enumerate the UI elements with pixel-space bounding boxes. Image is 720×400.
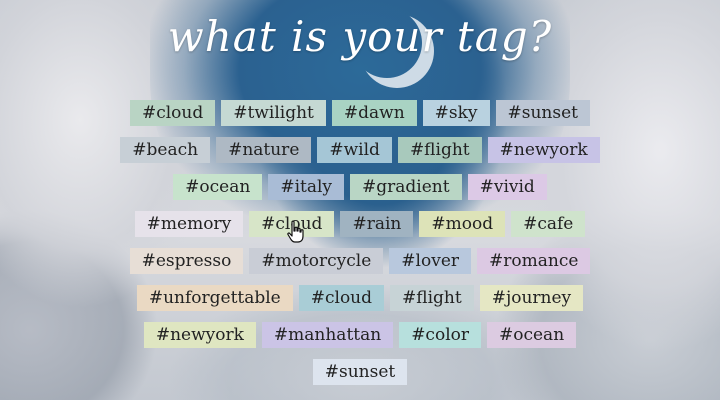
- tag-chip[interactable]: #flight: [397, 137, 482, 163]
- tag-chip[interactable]: #unforgettable: [136, 285, 293, 311]
- tag-chip[interactable]: #ocean: [173, 174, 263, 200]
- tag-row: #memory #cloud #rain #mood #cafe: [100, 211, 620, 237]
- tag-chip[interactable]: #mood: [419, 211, 506, 237]
- tag-chip[interactable]: #sky: [422, 100, 490, 126]
- tag-row: #beach #nature #wild #flight #newyork: [100, 137, 620, 163]
- tag-chip[interactable]: #cafe: [511, 211, 586, 237]
- tag-chip[interactable]: #gradient: [350, 174, 462, 200]
- tag-chip[interactable]: #cloud: [129, 100, 216, 126]
- tag-row: #espresso #motorcycle #lover #romance: [100, 248, 620, 274]
- tag-chip[interactable]: #espresso: [129, 248, 244, 274]
- tag-chip[interactable]: #italy: [268, 174, 345, 200]
- tag-row: #sunset: [100, 359, 620, 385]
- tag-chip[interactable]: #nature: [216, 137, 312, 163]
- tag-chip[interactable]: #color: [399, 322, 481, 348]
- tag-chip[interactable]: #memory: [134, 211, 244, 237]
- tag-chip[interactable]: #romance: [477, 248, 591, 274]
- tag-chip[interactable]: #manhattan: [261, 322, 394, 348]
- tag-chip[interactable]: #cloud: [298, 285, 385, 311]
- tag-chip[interactable]: #sunset: [495, 100, 590, 126]
- tag-chip[interactable]: #wild: [317, 137, 392, 163]
- tag-chip[interactable]: #lover: [389, 248, 472, 274]
- tag-chip[interactable]: #vivid: [467, 174, 547, 200]
- tag-row: #unforgettable #cloud #flight #journey: [100, 285, 620, 311]
- tag-chip[interactable]: #journey: [479, 285, 584, 311]
- tag-row: #cloud #twilight #dawn #sky #sunset: [100, 100, 620, 126]
- tag-chip[interactable]: #ocean: [487, 322, 577, 348]
- tag-chip[interactable]: #beach: [120, 137, 211, 163]
- tag-chip[interactable]: #motorcycle: [249, 248, 384, 274]
- tag-chip[interactable]: #dawn: [331, 100, 417, 126]
- tag-row: #newyork #manhattan #color #ocean: [100, 322, 620, 348]
- tag-chip[interactable]: #sunset: [312, 359, 408, 385]
- tag-chip[interactable]: #twilight: [221, 100, 326, 126]
- tag-chip[interactable]: #flight: [390, 285, 474, 311]
- page-title: what is your tag?: [167, 12, 553, 61]
- tag-row: #ocean #italy #gradient #vivid: [100, 174, 620, 200]
- tag-chip[interactable]: #newyork: [143, 322, 256, 348]
- tag-chip[interactable]: #newyork: [487, 137, 600, 163]
- tag-cloud: #cloud #twilight #dawn #sky #sunset #beach #na…: [100, 100, 620, 385]
- tag-chip[interactable]: #rain: [340, 211, 414, 237]
- tag-chip[interactable]: #cloud: [249, 211, 335, 237]
